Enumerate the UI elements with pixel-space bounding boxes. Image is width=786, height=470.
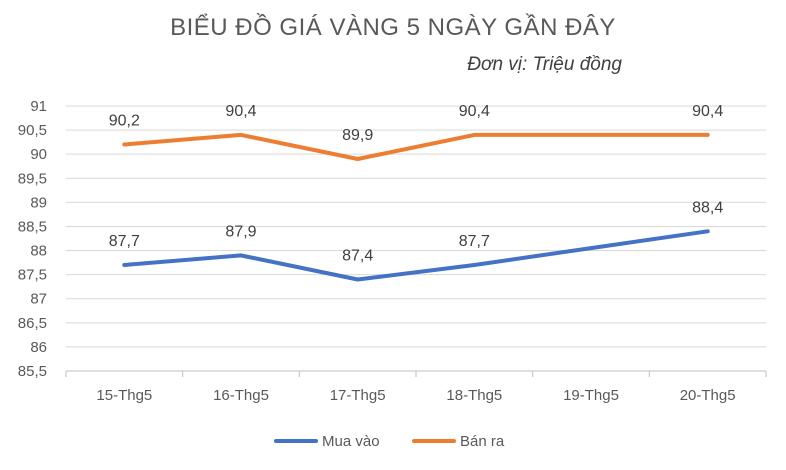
y-tick-label: 87	[30, 291, 47, 308]
data-label: 89,9	[342, 127, 373, 144]
chart-title: BIỂU ĐỒ GIÁ VÀNG 5 NGÀY GẦN ĐÂY	[170, 14, 616, 41]
x-tick-label: 20-Thg5	[680, 387, 736, 404]
y-tick-label: 86	[30, 339, 47, 356]
data-label: 87,7	[459, 233, 490, 250]
chart-subtitle: Đơn vị: Triệu đồng	[467, 54, 622, 75]
y-tick-label: 88	[30, 243, 47, 260]
y-tick-label: 89	[30, 194, 47, 211]
x-tick-label: 19-Thg5	[563, 387, 619, 404]
series-line-ban-ra	[122, 132, 710, 161]
data-label: 87,4	[342, 247, 373, 264]
y-tick-label: 89,5	[18, 170, 47, 187]
data-label: 88,4	[692, 199, 723, 216]
y-tick-label: 87,5	[18, 267, 47, 284]
y-tick-label: 90	[30, 146, 47, 163]
data-label: 90,4	[692, 103, 723, 120]
legend-label: Bán ra	[460, 433, 505, 450]
y-tick-label: 88,5	[18, 218, 47, 235]
series-line-mua-vao	[122, 229, 710, 282]
data-label: 87,9	[225, 223, 256, 240]
data-label: 90,2	[109, 113, 140, 130]
y-tick-label: 91	[30, 98, 47, 115]
y-tick-label: 85,5	[18, 363, 47, 380]
legend-label: Mua vào	[322, 433, 380, 450]
data-label: 87,7	[109, 233, 140, 250]
data-label: 90,4	[459, 103, 490, 120]
data-label: 90,4	[225, 103, 256, 120]
y-tick-label: 90,5	[18, 122, 47, 139]
x-tick-label: 17-Thg5	[330, 387, 386, 404]
y-tick-label: 86,5	[18, 315, 47, 332]
x-tick-label: 16-Thg5	[213, 387, 269, 404]
x-tick-label: 18-Thg5	[446, 387, 502, 404]
x-tick-label: 15-Thg5	[96, 387, 152, 404]
